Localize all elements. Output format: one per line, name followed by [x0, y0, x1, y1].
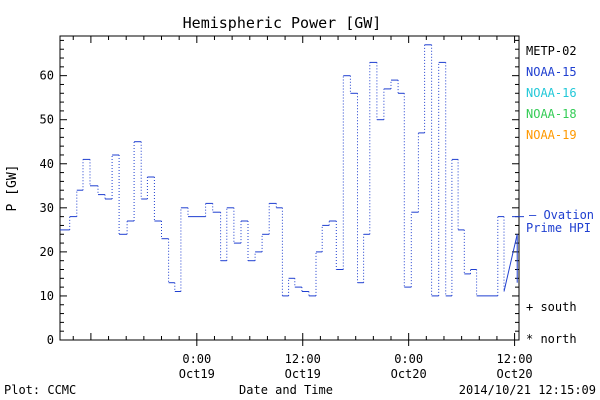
x-axis-label: Date and Time: [239, 383, 333, 397]
x-tick-time-label: 0:00: [182, 352, 211, 366]
x-tick-date-label: Oct20: [497, 367, 533, 381]
legend-entry: NOAA-15: [526, 65, 577, 79]
chart-title: Hemispheric Power [GW]: [183, 14, 382, 32]
y-axis-label: P [GW]: [5, 165, 20, 212]
y-tick-label: 0: [47, 333, 54, 347]
y-tick-label: 50: [40, 113, 54, 127]
legend-entry: NOAA-19: [526, 128, 577, 142]
series-segment: [503, 234, 518, 292]
south-marker-label: + south: [526, 300, 577, 314]
y-tick-label: 10: [40, 289, 54, 303]
series-layer: [60, 44, 518, 297]
legend-entry: NOAA-18: [526, 107, 577, 121]
y-tick-label: 20: [40, 245, 54, 259]
x-tick-date-label: Oct19: [179, 367, 215, 381]
x-tick-date-label: Oct19: [285, 367, 321, 381]
y-tick-label: 40: [40, 157, 54, 171]
x-tick-time-label: 12:00: [285, 352, 321, 366]
ovation-label-line2: Prime HPI: [526, 221, 591, 235]
legend: METP-02 NOAA-15 NOAA-16 NOAA-18 NOAA-19: [526, 44, 577, 142]
x-tick-date-label: Oct20: [391, 367, 427, 381]
legend-entry: NOAA-16: [526, 86, 577, 100]
ovation-label-line1: — Ovation: [529, 208, 594, 222]
footer-plot-credit: Plot: CCMC: [4, 383, 76, 397]
x-tick-time-label: 12:00: [497, 352, 533, 366]
x-axis: 0:00Oct1912:00Oct190:00Oct2012:00Oct200:…: [72, 36, 533, 381]
y-tick-label: 30: [40, 201, 54, 215]
y-axis: 0 10 20 30 40 50 60: [40, 39, 519, 347]
footer-timestamp: 2014/10/21 12:15:09: [459, 383, 596, 397]
plot-frame: [59, 35, 520, 341]
north-marker-label: * north: [526, 332, 577, 346]
x-tick-time-label: 0:00: [394, 352, 423, 366]
legend-entry: METP-02: [526, 44, 577, 58]
y-tick-label: 60: [40, 69, 54, 83]
